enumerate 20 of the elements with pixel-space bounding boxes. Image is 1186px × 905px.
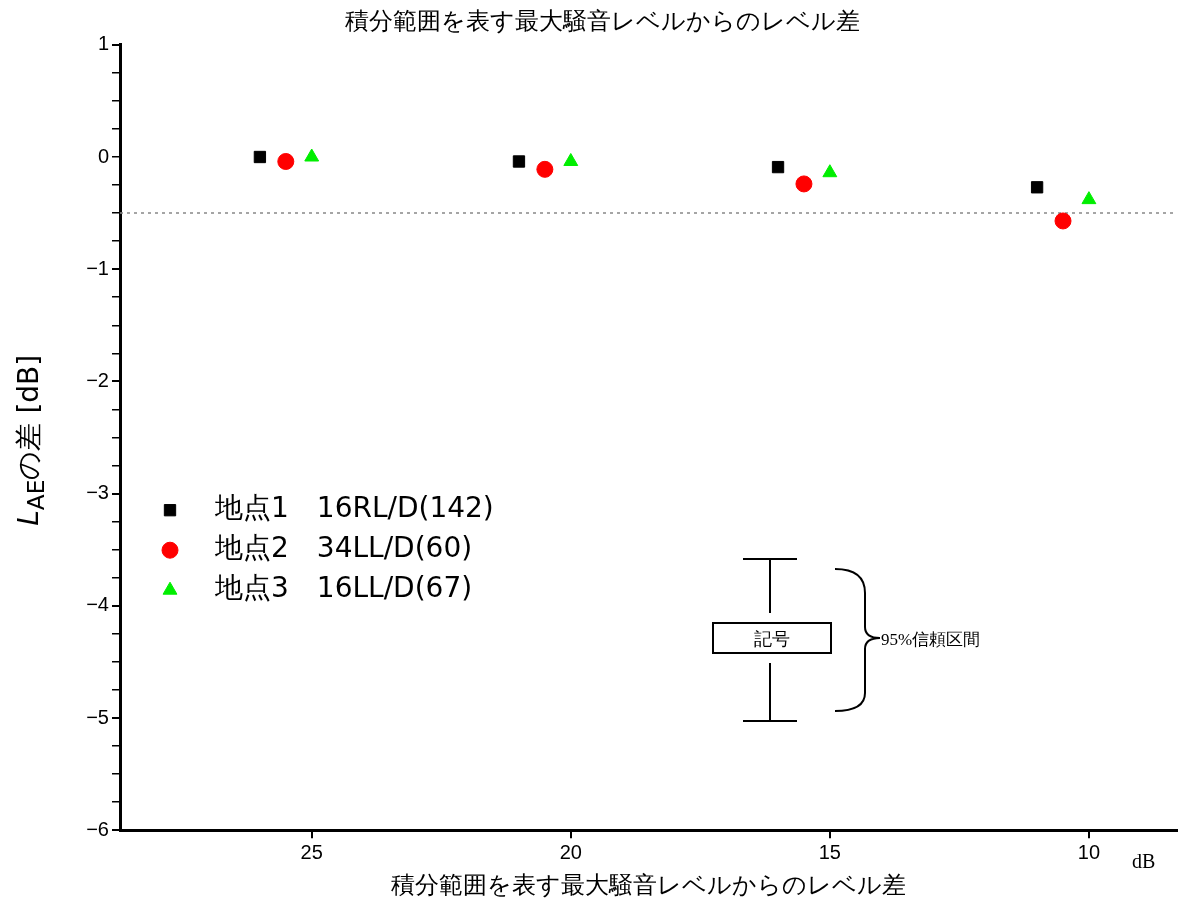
y-tick-label: 0 <box>97 144 109 167</box>
y-tick-label: −3 <box>86 481 109 504</box>
x-tick-label: 25 <box>300 840 323 863</box>
y-tick-label: −5 <box>86 705 109 728</box>
legend-label: 地点3 16LL/D(67) <box>214 571 473 605</box>
y-tick-label: −2 <box>86 368 109 391</box>
legend-label: 地点2 34LL/D(60) <box>214 531 473 565</box>
legend-label: 地点1 16RL/D(142) <box>214 491 494 525</box>
x-tick-label: 20 <box>559 840 582 863</box>
y-tick-label: 1 <box>97 32 109 55</box>
annotation: 95%信頼区間 <box>881 630 981 649</box>
annotation: 記号 <box>754 628 790 649</box>
y-tick-label: −1 <box>86 256 109 279</box>
x-tick-label: 10 <box>1077 840 1101 863</box>
text: dB <box>1132 850 1156 873</box>
y-tick-label: −4 <box>86 593 109 616</box>
chart-title: 積分範囲を表す最大騒音レベルからのレベル差 <box>344 6 860 35</box>
y-tick-label: −6 <box>86 817 109 840</box>
x-tick-label: 15 <box>818 840 841 863</box>
x-axis-title: 積分範囲を表す最大騒音レベルからのレベル差 <box>391 871 906 899</box>
